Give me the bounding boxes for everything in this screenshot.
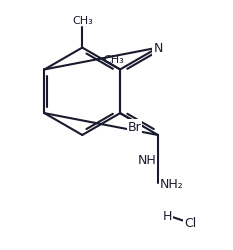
Text: Br: Br [127, 120, 141, 133]
Text: Cl: Cl [184, 216, 196, 229]
Text: H: H [162, 210, 172, 222]
Text: CH₃: CH₃ [104, 55, 124, 65]
Text: CH₃: CH₃ [72, 16, 93, 26]
Text: NH₂: NH₂ [160, 177, 183, 190]
Text: NH: NH [137, 153, 156, 166]
Text: N: N [153, 42, 163, 55]
